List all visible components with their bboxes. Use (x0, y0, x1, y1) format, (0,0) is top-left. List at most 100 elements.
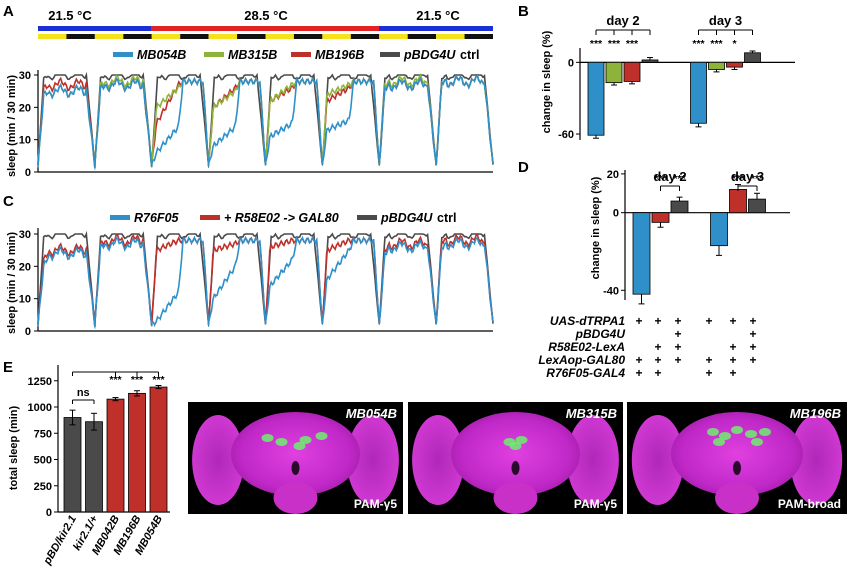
temp-label-3: 21.5 °C (416, 8, 460, 23)
genotype-mark: + (729, 314, 736, 328)
legend-label-gal80: + R58E02 -> GAL80 (224, 211, 339, 225)
legend-label-ctrl-a: pBDG4U (403, 48, 456, 62)
temp-label-2: 28.5 °C (244, 8, 288, 23)
y-ticks-c: 0 10 20 30 (19, 229, 38, 338)
y-tick-label: 250 (34, 481, 52, 493)
gfp-signal (299, 436, 312, 444)
gfp-signal (745, 430, 757, 438)
optic-lobe-right (346, 415, 399, 505)
bar (85, 421, 103, 513)
y-tick-label: 20 (19, 102, 31, 114)
significance-label: *** (590, 38, 603, 50)
genotype-label: LexAop-GAL80 (538, 353, 625, 367)
gfp-signal (707, 428, 719, 436)
genotype-mark: + (674, 353, 681, 367)
legend-label-r76f05: R76F05 (134, 211, 180, 225)
genotype-mark: + (635, 366, 642, 380)
bar (641, 59, 659, 63)
y-tick-label: 10 (19, 294, 31, 306)
legend-label-ctrl-c: pBDG4U (380, 211, 433, 225)
genotype-mark: + (749, 314, 756, 328)
y-tick-label: 0 (568, 57, 574, 69)
legend-label-mb315b: MB315B (228, 48, 277, 62)
y-ticks-a: 0 10 20 30 (19, 70, 38, 179)
significance-label: *** (710, 38, 723, 50)
genotype-label: UAS-dTRPA1 (550, 314, 625, 328)
genotype-table: UAS-dTRPA1 + + + + + +pBDG4U + +R58E02-LexA + + + +L… (538, 314, 756, 380)
gfp-signal (731, 426, 743, 434)
legend-swatch-ctrl-a (380, 52, 400, 57)
optic-lobe-left (192, 415, 245, 505)
traces-a (37, 71, 494, 170)
light-phase (322, 34, 351, 39)
significance-label: *** (751, 173, 764, 185)
dark-phase (123, 34, 152, 39)
subesophageal-zone (493, 482, 538, 514)
genotype-mark: + (654, 366, 661, 380)
subesophageal-zone (273, 482, 318, 514)
light-dark-bar-a (38, 34, 493, 39)
legend-swatch-ctrl-c (357, 215, 377, 220)
bar (632, 212, 651, 295)
light-phase (38, 34, 67, 39)
gfp-signal (515, 436, 528, 444)
y-tick-label: 0 (613, 208, 619, 220)
significance-label: *** (152, 374, 165, 386)
bar (744, 52, 761, 63)
image-label: PAM-broad (778, 497, 841, 511)
panel-label-c: C (3, 193, 14, 210)
dark-phase (66, 34, 95, 39)
y-axis-label-a: sleep (min / 30 min) (6, 75, 18, 177)
trace-r76f05 (37, 235, 494, 327)
bar (587, 61, 605, 136)
genotype-mark: + (749, 327, 756, 341)
dark-phase (407, 34, 437, 39)
y-tick-label: 30 (19, 229, 31, 241)
gfp-signal (293, 442, 306, 450)
genotype-mark: + (674, 327, 681, 341)
bar (605, 61, 623, 84)
dark-phase (180, 34, 209, 39)
y-axis-label-b: change in sleep (%) (541, 30, 553, 133)
significance-label: *** (626, 38, 639, 50)
genotype-mark: + (654, 314, 661, 328)
genotype-label: pBDG4U (575, 327, 626, 341)
legend-label-mb196b: MB196B (315, 48, 364, 62)
y-tick-label: 20 (19, 261, 31, 273)
gfp-signal (315, 432, 328, 440)
genotype-label: R58E02-LexA (548, 340, 625, 354)
chart-b: change in sleep (%) 0-60*** *** ***day 2**… (541, 13, 795, 141)
bar (710, 212, 728, 247)
bar (670, 200, 689, 214)
significance-label-ns: ns (77, 387, 90, 399)
y-axis-label-e: total sleep (min) (8, 405, 20, 490)
bar (726, 61, 743, 68)
image-title: MB054B (346, 406, 397, 421)
significance-label: *** (654, 173, 667, 185)
gfp-signal (261, 434, 274, 442)
dark-phase (237, 34, 266, 39)
bar (623, 61, 641, 82)
genotype-label: R76F05-GAL4 (546, 366, 625, 380)
temp-label-1: 21.5 °C (48, 8, 92, 23)
genotype-mark: + (674, 314, 681, 328)
genotype-mark: + (729, 340, 736, 354)
light-phase (208, 34, 238, 39)
optic-lobe-left (631, 415, 684, 505)
legend-swatch-r76f05 (110, 215, 130, 220)
chart-d: change in sleep (%) 200-40*** ***day 2 ***… (590, 169, 790, 305)
image-title: MB196B (790, 406, 841, 421)
image-label: PAM-γ5 (574, 497, 617, 511)
genotype-mark: + (729, 366, 736, 380)
legend-c: R76F05 + R58E02 -> GAL80 pBDG4U ctrl (110, 211, 456, 225)
y-tick-label: 500 (34, 455, 52, 467)
y-tick-label: 0 (46, 507, 52, 519)
light-phase (94, 34, 124, 39)
significance-label: *** (109, 374, 122, 386)
dark-phase (464, 34, 493, 39)
gfp-signal (719, 432, 731, 440)
image-label: PAM-γ5 (354, 497, 397, 511)
genotype-mark: + (654, 353, 661, 367)
significance-label: * (732, 38, 737, 50)
